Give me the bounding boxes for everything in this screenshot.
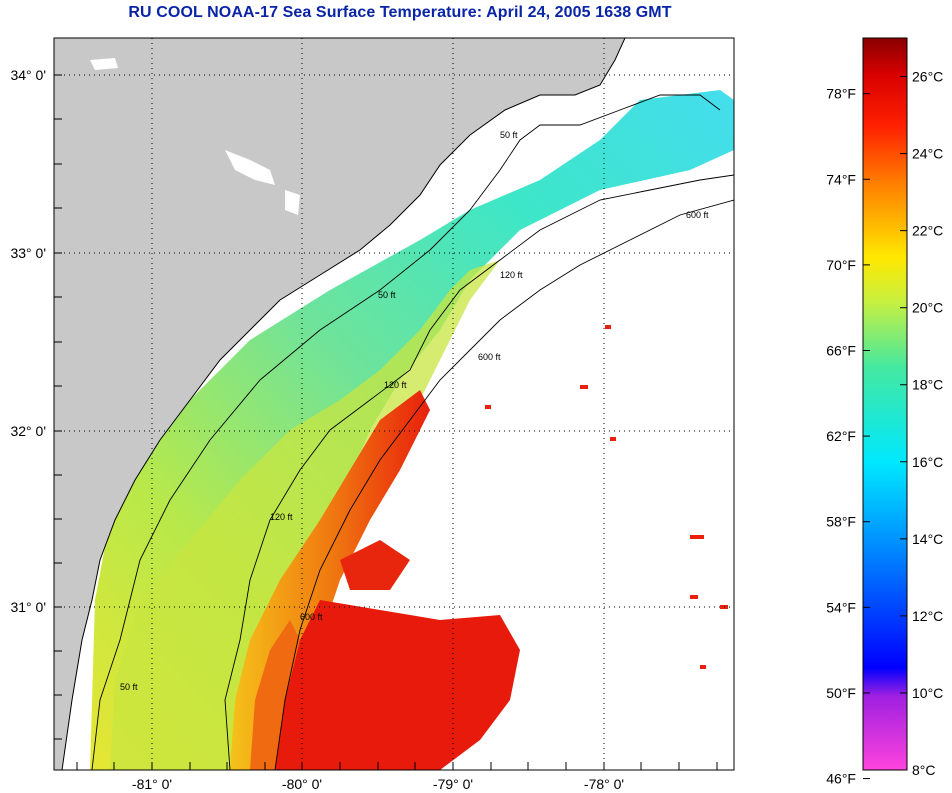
colorbar-fahrenheit-label: 54°F	[826, 599, 856, 615]
lon-tick-label: -78° 0'	[584, 776, 624, 792]
lake-blob	[90, 58, 118, 70]
lon-tick-label: -79° 0'	[433, 776, 473, 792]
mid-water-band	[110, 260, 500, 770]
contour-label-120ft: 120 ft	[384, 380, 407, 390]
colorbar-fahrenheit-label: 78°F	[826, 86, 856, 102]
land-mass	[54, 38, 626, 770]
colorbar-fahrenheit-label: 74°F	[826, 171, 856, 187]
lon-tick-label: -81° 0'	[132, 776, 172, 792]
colorbar-celsius-label: 20°C	[912, 300, 943, 316]
colorbar-celsius-label: 12°C	[912, 608, 943, 624]
contour-label-50ft: 50 ft	[120, 682, 138, 692]
contour-label-600ft: 600 ft	[300, 612, 323, 622]
contour-120ft	[224, 174, 734, 770]
contour-label-120ft: 120 ft	[500, 270, 523, 280]
colorbar-fahrenheit-label: 46°F	[826, 771, 856, 787]
colorbar-celsius-label: 22°C	[912, 223, 943, 239]
contour-label-120ft: 120 ft	[270, 512, 293, 522]
contour-label-50ft: 50 ft	[378, 290, 396, 300]
colorbar-celsius-label: 26°C	[912, 69, 943, 85]
contour-50ft	[91, 94, 721, 770]
map-title: RU COOL NOAA-17 Sea Surface Temperature:…	[128, 4, 672, 21]
colorbar-ramp	[862, 37, 908, 771]
colorbar-celsius-label: 14°C	[912, 531, 943, 547]
lat-tick-label: 32° 0'	[10, 423, 46, 439]
gulf-stream-core	[275, 600, 520, 770]
warm-patch-orange	[250, 620, 300, 770]
lake-blob	[225, 150, 275, 185]
colorbar-celsius-label: 24°C	[912, 146, 943, 162]
lon-tick-label: -80° 0'	[282, 776, 322, 792]
graticule	[54, 38, 734, 770]
contour-label-600ft: 600 ft	[686, 210, 709, 220]
colorbar-fahrenheit-label: 58°F	[826, 514, 856, 530]
colorbar-fahrenheit-label: 66°F	[826, 342, 856, 358]
colorbar-celsius-label: 18°C	[912, 377, 943, 393]
lat-tick-label: 34° 0'	[10, 67, 46, 83]
colorbar-fahrenheit-label: 70°F	[826, 257, 856, 273]
colorbar-fahrenheit-label: 50°F	[826, 685, 856, 701]
lat-tick-label: 31° 0'	[10, 599, 46, 615]
lat-tick-label: 33° 0'	[10, 245, 46, 261]
colorbar-celsius-label: 16°C	[912, 454, 943, 470]
contour-600ft	[274, 199, 734, 770]
colorbar-fahrenheit-label: 62°F	[826, 428, 856, 444]
lake-blob	[285, 190, 300, 215]
warm-patch-red-2	[340, 540, 410, 590]
contour-label-600ft: 600 ft	[478, 352, 501, 362]
colorbar-celsius-label: 8°C	[912, 762, 936, 778]
contour-label-50ft: 50 ft	[500, 130, 518, 140]
colorbar-celsius-label: 10°C	[912, 685, 943, 701]
